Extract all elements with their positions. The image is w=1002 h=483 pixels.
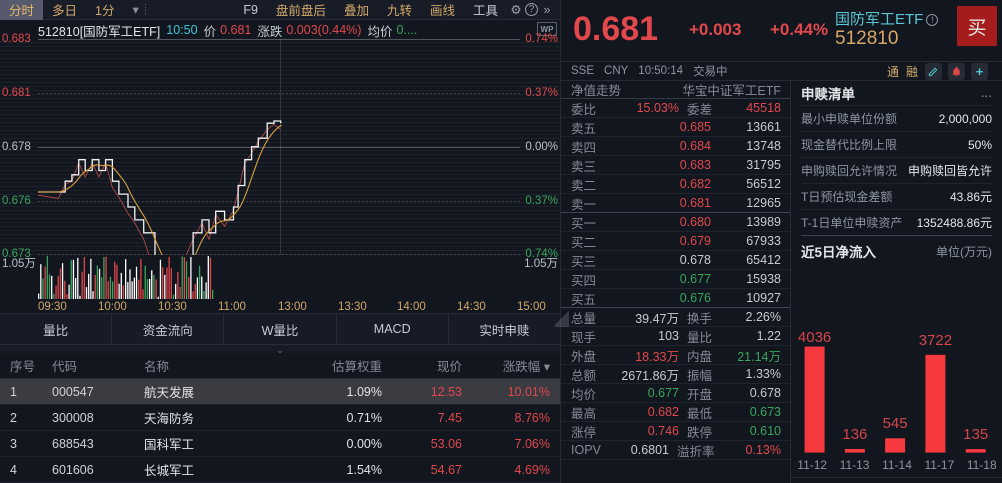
svg-text:136: 136 <box>842 426 867 443</box>
svg-text:4036: 4036 <box>798 329 831 346</box>
svg-text:3722: 3722 <box>919 332 952 349</box>
svg-text:135: 135 <box>963 426 988 443</box>
svg-text:545: 545 <box>883 415 908 432</box>
